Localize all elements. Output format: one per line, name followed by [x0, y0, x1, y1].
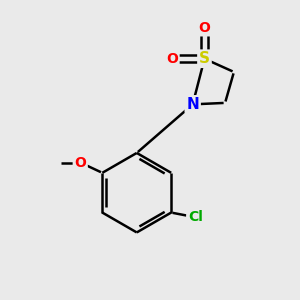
Text: O: O	[166, 52, 178, 66]
Text: S: S	[199, 51, 210, 66]
Text: N: N	[186, 97, 199, 112]
Text: O: O	[199, 21, 210, 35]
Text: Cl: Cl	[188, 210, 203, 224]
Text: O: O	[74, 155, 86, 170]
